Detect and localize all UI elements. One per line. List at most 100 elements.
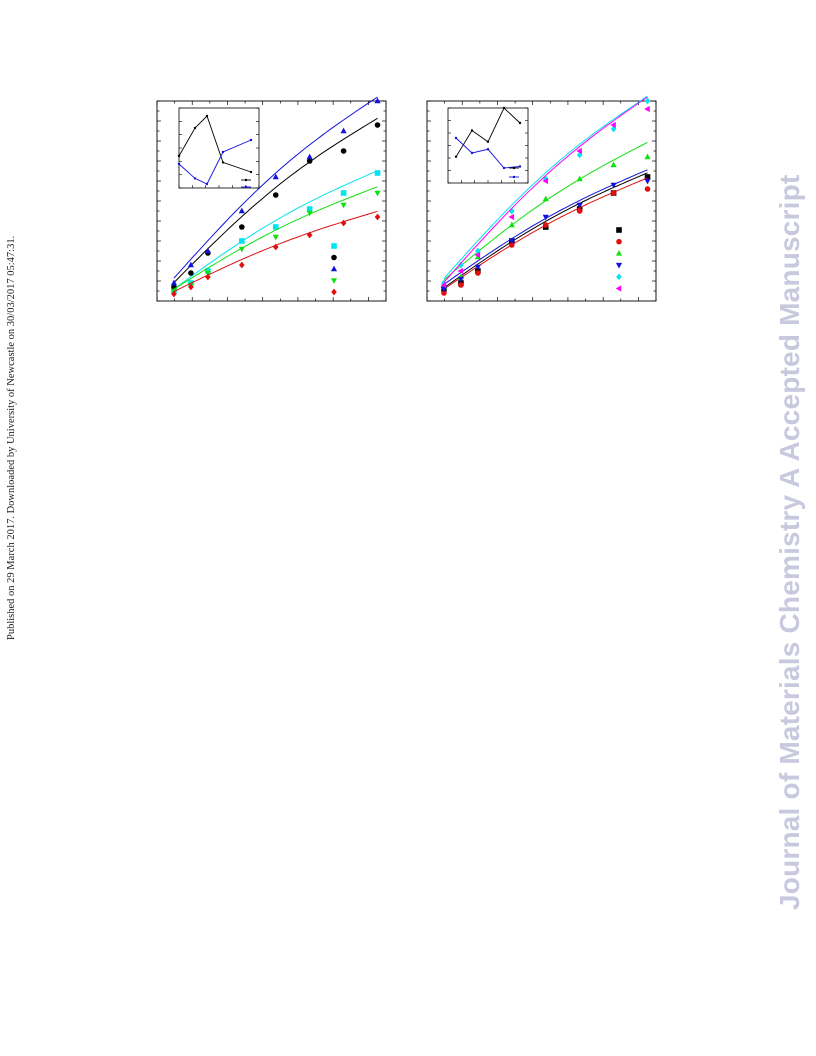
inset-point xyxy=(502,166,506,170)
data-point xyxy=(272,192,279,198)
data-point xyxy=(474,251,481,259)
data-point xyxy=(204,270,211,277)
inset-point xyxy=(454,136,458,140)
legend-marker xyxy=(616,273,622,281)
legend xyxy=(615,227,623,292)
inset-point xyxy=(486,148,490,151)
legend-marker xyxy=(330,278,338,284)
legend-marker xyxy=(331,243,337,249)
axis-ticks xyxy=(156,100,387,302)
data-point xyxy=(272,234,279,241)
data-point xyxy=(508,221,515,228)
inset-legend-marker xyxy=(512,175,516,179)
series-6 xyxy=(440,96,650,289)
data-point xyxy=(171,290,177,298)
data-point xyxy=(188,270,194,276)
series-5 xyxy=(171,210,381,298)
fit-curve xyxy=(173,186,378,290)
legend-marker xyxy=(616,238,622,245)
inset-series-2 xyxy=(454,136,522,170)
data-point xyxy=(509,207,515,215)
data-point xyxy=(644,178,651,185)
data-point xyxy=(542,222,549,228)
data-point xyxy=(170,279,178,286)
inset-frame xyxy=(178,107,260,189)
data-point xyxy=(610,161,617,168)
inset-series-1 xyxy=(177,114,253,174)
legend xyxy=(330,243,338,296)
chart-panel-1 xyxy=(156,96,387,302)
data-point xyxy=(457,276,465,283)
inset-point xyxy=(454,155,458,158)
legend-marker xyxy=(615,250,623,256)
data-point xyxy=(188,283,194,291)
inset-point xyxy=(177,162,181,166)
data-point xyxy=(441,290,447,296)
inset-ticks xyxy=(178,107,260,189)
series-4 xyxy=(440,169,651,293)
fit-curve xyxy=(443,96,648,283)
inset-plot xyxy=(447,106,529,184)
data-point xyxy=(542,175,549,183)
inset-point xyxy=(470,151,474,155)
legend-marker xyxy=(330,265,338,272)
data-point xyxy=(508,238,515,245)
data-point xyxy=(610,121,616,129)
fit-curve xyxy=(443,95,648,279)
data-point xyxy=(205,273,211,281)
data-point xyxy=(239,238,245,244)
data-point xyxy=(340,202,347,209)
data-point xyxy=(374,97,381,104)
fit-curve xyxy=(173,96,378,279)
inset-point xyxy=(177,154,181,158)
data-point xyxy=(440,286,448,293)
legend-marker xyxy=(615,285,622,292)
series-3 xyxy=(170,96,381,286)
inset-point xyxy=(486,140,490,143)
axis-ticks xyxy=(426,100,657,302)
data-point xyxy=(440,281,447,289)
data-point xyxy=(374,213,381,221)
data-point xyxy=(272,224,279,230)
inset-point xyxy=(249,138,253,142)
inset-point xyxy=(193,177,197,180)
data-point xyxy=(340,219,347,227)
data-point xyxy=(238,207,245,214)
inset-point xyxy=(518,121,522,125)
data-point xyxy=(576,202,583,209)
legend-marker xyxy=(331,288,337,296)
data-point xyxy=(610,190,617,196)
data-point xyxy=(542,195,549,202)
data-point xyxy=(475,247,481,255)
inset-legend-marker xyxy=(244,178,248,182)
inset-point xyxy=(221,150,225,154)
series-4 xyxy=(170,186,381,295)
data-point xyxy=(306,206,313,212)
data-point xyxy=(508,213,515,221)
data-point xyxy=(458,282,464,288)
inset-point xyxy=(502,106,506,110)
inset-frame xyxy=(447,107,529,184)
data-point xyxy=(306,231,313,239)
data-point xyxy=(306,153,313,160)
data-point xyxy=(458,261,464,269)
chart-panel-2 xyxy=(426,95,657,302)
legend-marker xyxy=(616,227,622,233)
series-1 xyxy=(171,170,381,294)
inset-legend-marker xyxy=(244,185,248,189)
legend-marker xyxy=(615,262,623,269)
inset-point xyxy=(205,182,209,186)
data-point xyxy=(576,175,583,182)
legend-marker xyxy=(331,254,337,261)
data-point xyxy=(576,147,582,155)
data-point xyxy=(272,243,279,251)
data-point xyxy=(374,122,381,128)
data-point xyxy=(204,247,211,254)
data-point xyxy=(374,190,381,197)
data-point xyxy=(610,182,617,189)
inset-point xyxy=(205,114,209,118)
data-point xyxy=(187,261,195,268)
data-point xyxy=(542,177,548,185)
data-point xyxy=(340,127,347,134)
data-point xyxy=(576,208,583,214)
